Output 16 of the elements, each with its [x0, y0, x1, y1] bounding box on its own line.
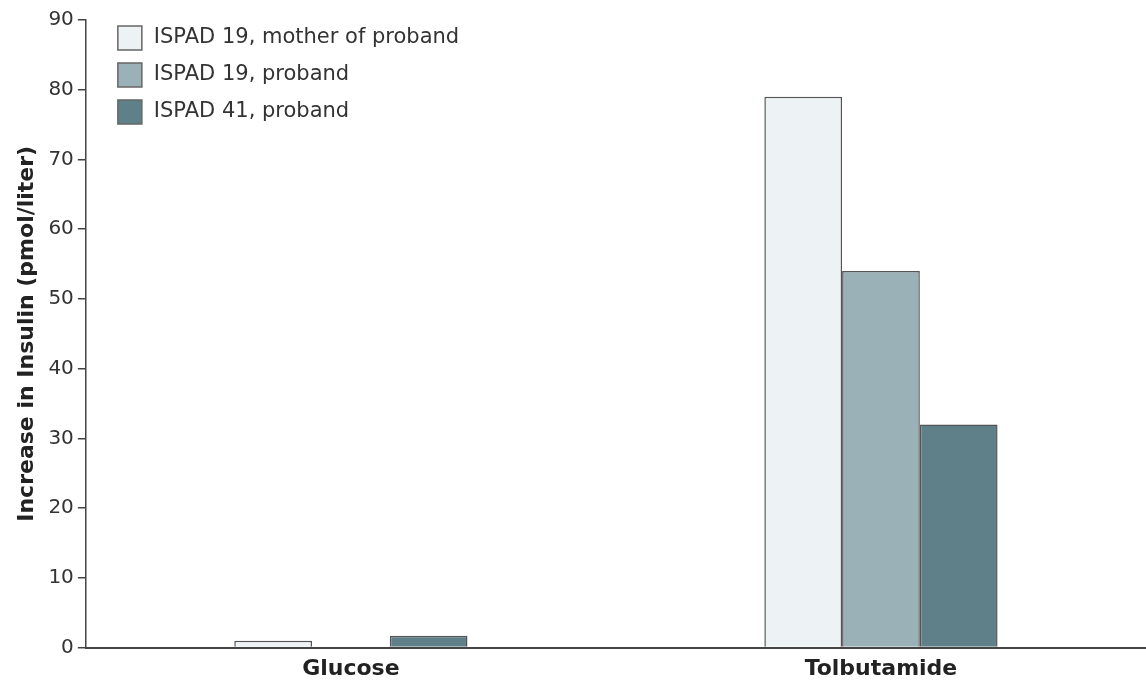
- y-axis-title: Increase in Insulin (pmol/liter): [12, 145, 38, 522]
- legend-label: ISPAD 19, mother of proband: [153, 24, 460, 49]
- y-tick-label: 90: [48, 6, 74, 31]
- y-tick-label: 40: [48, 354, 74, 379]
- legend-label: ISPAD 19, proband: [153, 61, 350, 86]
- y-tick-label: 80: [48, 75, 74, 100]
- y-tick-label: 20: [48, 494, 74, 519]
- legend-label: ISPAD 41, proband: [153, 98, 350, 123]
- x-tick-label: Tolbutamide: [804, 654, 958, 680]
- y-tick-label: 50: [48, 285, 74, 310]
- y-tick-label: 30: [48, 424, 74, 449]
- y-tick-label: 60: [48, 215, 74, 240]
- x-tick-label: Glucose: [302, 654, 400, 680]
- y-tick-label: 0: [61, 633, 74, 658]
- y-tick-label: 10: [48, 564, 74, 589]
- y-tick-label: 70: [48, 145, 74, 170]
